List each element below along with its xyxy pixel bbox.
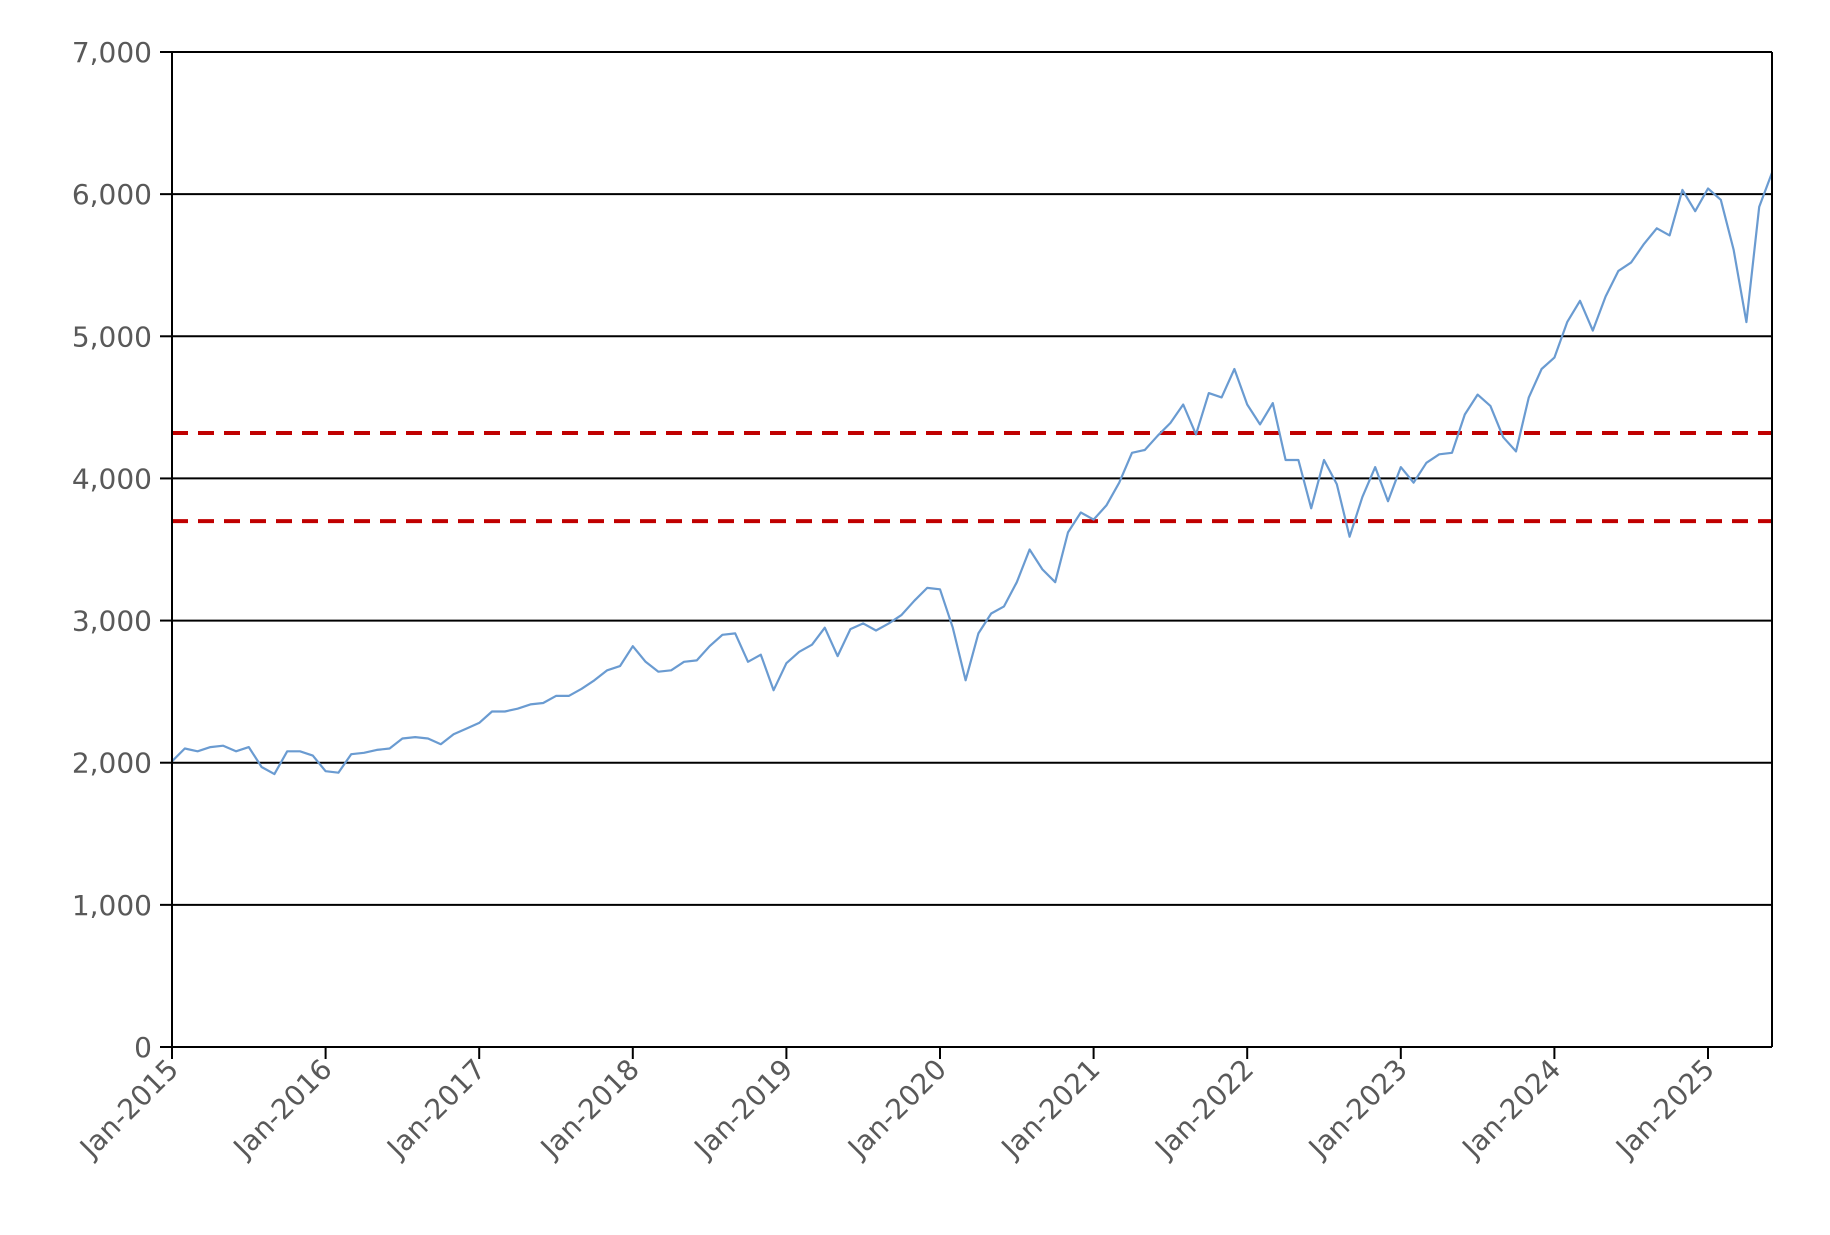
x-tick-label: Jan-2022 [1147, 1053, 1260, 1166]
y-tick-label: 4,000 [72, 462, 152, 495]
x-tick-label: Jan-2016 [226, 1053, 339, 1166]
y-tick-label: 3,000 [72, 605, 152, 638]
y-tick-label: 2,000 [72, 747, 152, 780]
x-tick-label: Jan-2021 [994, 1053, 1107, 1166]
series-line [171, 172, 1774, 776]
reference-lines [172, 430, 1772, 524]
x-tick-label: Jan-2024 [1455, 1053, 1568, 1166]
x-tick-label: Jan-2023 [1301, 1053, 1414, 1166]
x-tick-label: Jan-2019 [687, 1053, 800, 1166]
y-tick-label: 5,000 [72, 320, 152, 353]
x-tick-label: Jan-2015 [72, 1053, 185, 1166]
y-tick-label: 7,000 [72, 36, 152, 69]
x-tick-label: Jan-2017 [379, 1053, 492, 1166]
axes [160, 51, 1773, 1059]
x-tick-label: Jan-2025 [1608, 1053, 1721, 1166]
y-tick-label: 0 [134, 1031, 152, 1064]
series-layer [171, 172, 1774, 776]
x-tick-label: Jan-2018 [533, 1053, 646, 1166]
y-tick-labels: 0 1,000 2,000 3,000 4,000 5,000 6,000 7,000 [72, 36, 152, 1064]
x-tick-label: Jan-2020 [840, 1053, 953, 1166]
grid-layer [172, 51, 1772, 906]
y-tick-label: 6,000 [72, 178, 152, 211]
x-tick-labels: Jan-2015 Jan-2016 Jan-2017 Jan-2018 Jan-2019… [72, 1053, 1721, 1166]
y-tick-label: 1,000 [72, 889, 152, 922]
